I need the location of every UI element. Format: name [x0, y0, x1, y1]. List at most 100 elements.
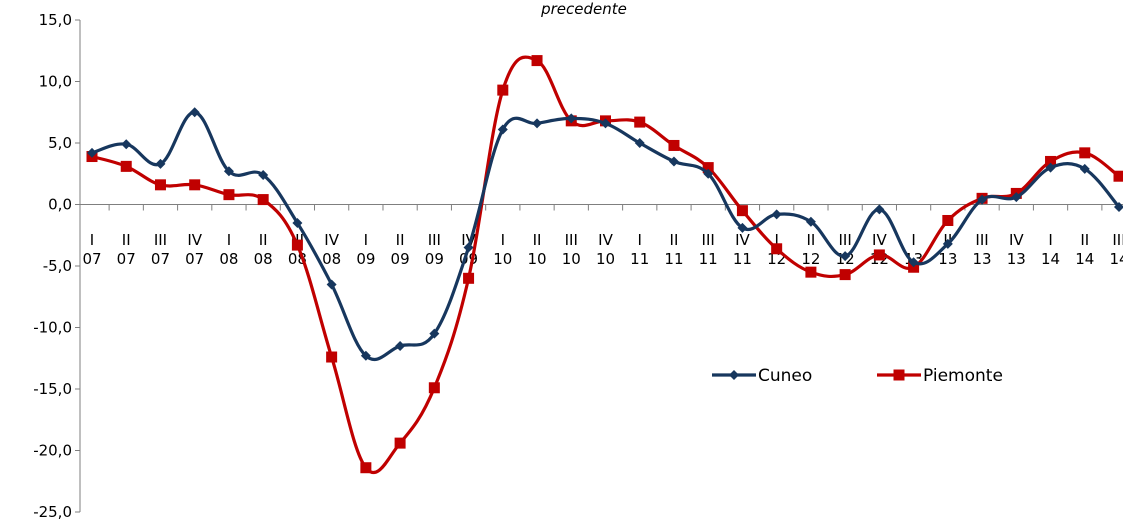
y-tick-label: 10,0 [39, 73, 72, 91]
x-tick-label-year: 09 [356, 250, 375, 268]
x-tick-label-quarter: IV [187, 231, 202, 249]
legend-item-cuneo: Cuneo [712, 366, 812, 386]
x-tick-label-quarter: I [227, 231, 231, 249]
x-tick-label-quarter: III [154, 231, 167, 249]
data-point [532, 118, 543, 129]
x-tick-label-quarter: III [1112, 231, 1123, 249]
x-tick-label-quarter: I [364, 231, 368, 249]
x-tick-label-year: 10 [527, 250, 546, 268]
data-point [771, 209, 782, 220]
x-tick-label-year: 07 [151, 250, 170, 268]
chart-title: precedente [541, 0, 627, 18]
data-point [120, 160, 132, 172]
data-point [189, 107, 200, 118]
data-point [702, 162, 714, 174]
data-point [155, 158, 166, 169]
x-tick-label-quarter: I [638, 231, 642, 249]
x-tick-label-year: 08 [322, 250, 341, 268]
x-tick-label-year: 07 [82, 250, 101, 268]
data-point [189, 179, 201, 191]
data-point [223, 189, 235, 201]
x-tick-label-year: 14 [1041, 250, 1060, 268]
x-tick-label-quarter: III [428, 231, 441, 249]
data-point [1011, 192, 1022, 203]
series-cuneo [87, 107, 1123, 362]
data-point [1079, 147, 1091, 159]
legend-item-piemonte: Piemonte [877, 366, 1003, 386]
x-tick-label-quarter: II [122, 231, 131, 249]
x-tick-label-quarter: II [670, 231, 679, 249]
x-tick-label-quarter: II [533, 231, 542, 249]
x-tick-label-quarter: I [501, 231, 505, 249]
data-point [977, 194, 988, 205]
x-tick-label-quarter: III [565, 231, 578, 249]
x-tick-label-quarter: II [806, 231, 815, 249]
x-tick-label-year: 10 [562, 250, 581, 268]
legend-label: Cuneo [758, 366, 812, 386]
data-point [360, 462, 372, 474]
data-point [893, 369, 905, 381]
y-tick-label: -20,0 [33, 442, 72, 460]
data-point [429, 328, 440, 339]
data-point [326, 351, 338, 363]
x-tick-label-quarter: IV [324, 231, 339, 249]
data-point [805, 266, 817, 278]
x-tick-label-year: 11 [664, 250, 683, 268]
x-tick-label-year: 13 [973, 250, 992, 268]
x-tick-label-year: 07 [117, 250, 136, 268]
data-point [258, 169, 269, 180]
x-tick-label-year: 10 [596, 250, 615, 268]
data-point [634, 138, 645, 148]
series-lines [86, 55, 1123, 475]
data-point [737, 222, 748, 233]
x-axis-ticks: I07II07III07IV07I08II08III08IV08I09II09I… [82, 204, 1123, 268]
data-point [121, 139, 132, 150]
x-tick-label-year: 12 [801, 250, 820, 268]
data-point [736, 205, 748, 217]
x-tick-label-quarter: III [975, 231, 988, 249]
data-point [428, 382, 440, 394]
x-tick-label-year: 11 [733, 250, 752, 268]
x-tick-label-year: 13 [1007, 250, 1026, 268]
x-tick-label-quarter: II [396, 231, 405, 249]
legend-label: Piemonte [923, 366, 1003, 386]
x-tick-label-year: 08 [219, 250, 238, 268]
x-tick-label-quarter: I [90, 231, 94, 249]
data-point [1045, 162, 1056, 173]
x-tick-label-year: 13 [938, 250, 957, 268]
data-point [292, 217, 303, 228]
y-tick-label: 0,0 [48, 196, 72, 214]
x-tick-label-quarter: I [1048, 231, 1052, 249]
x-tick-label-quarter: IV [598, 231, 613, 249]
x-tick-label-year: 10 [493, 250, 512, 268]
x-tick-label-year: 09 [391, 250, 410, 268]
x-tick-label-quarter: II [1080, 231, 1089, 249]
data-point [1113, 170, 1123, 182]
data-point [463, 272, 475, 284]
data-point [360, 350, 371, 361]
data-point [1114, 201, 1123, 212]
data-point [395, 340, 406, 351]
y-tick-label: -5,0 [43, 257, 72, 275]
data-point [703, 168, 714, 179]
data-point [291, 239, 303, 251]
data-point [531, 55, 543, 67]
x-tick-label-year: 14 [1109, 250, 1123, 268]
data-point [634, 116, 646, 128]
data-point [463, 242, 474, 253]
x-tick-label-quarter: III [838, 231, 851, 249]
data-point [154, 179, 166, 191]
data-point [805, 216, 816, 227]
data-point [1079, 163, 1090, 174]
data-point [942, 238, 953, 249]
x-tick-label-year: 11 [699, 250, 718, 268]
y-tick-label: -10,0 [33, 319, 72, 337]
y-tick-label: -15,0 [33, 380, 72, 398]
data-point [840, 251, 851, 262]
x-tick-label-year: 07 [185, 250, 204, 268]
data-point [942, 214, 954, 226]
data-point [729, 370, 739, 380]
data-point [566, 113, 577, 124]
x-tick-label-quarter: IV [735, 231, 750, 249]
